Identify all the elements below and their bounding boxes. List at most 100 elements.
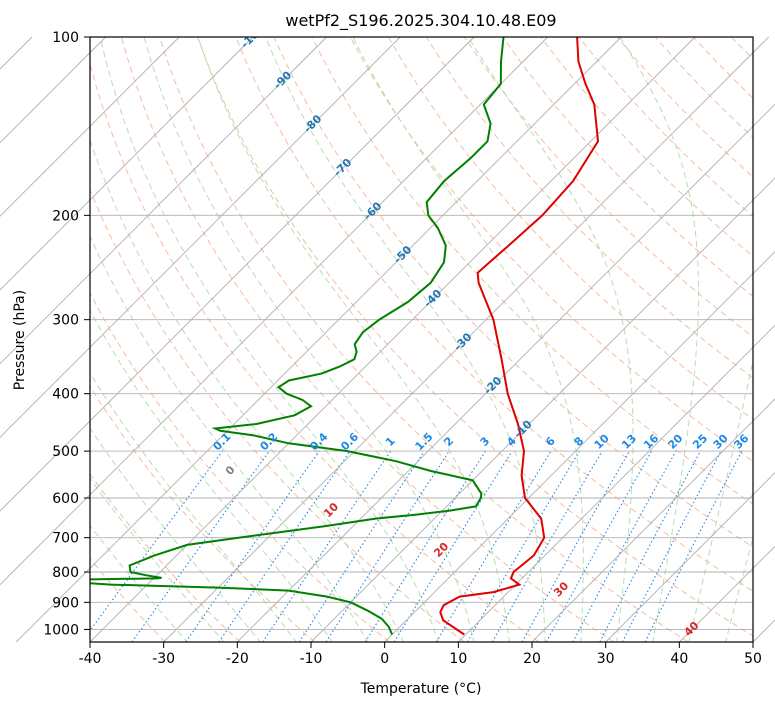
mixing-ratio-label: 0.2 [257,430,280,453]
moist-adiabat [90,524,188,642]
mixing-ratio-label: 1.5 [413,430,436,453]
mixing-ratio-label: 0.4 [307,430,330,453]
moist-adiabat [90,235,369,642]
x-axis: -40 -30 -20 -10 0 10 20 30 40 50 [79,642,762,667]
mixing-ratio-line [572,450,677,642]
adiabat-label: 20 [431,540,451,560]
isotherm-line [384,251,775,643]
dewpoint-line [90,37,505,635]
mixing-ratio-line [218,450,351,642]
mixing-ratio-line [545,450,653,642]
isotherm-line [0,36,401,438]
isotherm-line [89,36,696,643]
chart-title: wetPf2_S196.2025.304.10.48.E09 [285,11,556,31]
dry-adiabat [235,37,753,592]
isotherm-label: -70 [331,156,354,179]
y-axis: 100 200 300 400 500 600 700 800 900 1000 [43,30,90,638]
dry-adiabat [387,37,753,420]
isotherm-line [0,36,254,291]
mixing-ratio-line [298,450,425,642]
isotherm-line [0,36,328,365]
isotherm-line [310,177,775,643]
x-tick-label: -40 [79,651,102,667]
isotherm-label: -90 [271,68,294,91]
dry-adiabat [425,37,753,379]
mixing-ratio-line [599,450,701,642]
x-tick-label: -20 [226,651,249,667]
mixing-ratio-label: 30 [711,431,731,451]
dry-adiabat [273,37,753,548]
x-axis-title: Temperature (°C) [360,681,482,697]
y-tick-label: 800 [52,565,79,581]
mixing-ratio-label: 10 [592,431,612,451]
dry-adiabat [120,37,614,642]
x-tick-label: 10 [449,651,467,667]
moist-adiabat [197,37,510,642]
isotherm-label: -30 [451,330,474,353]
mixing-ratio-line [262,450,392,642]
moist-adiabat [90,309,333,642]
y-tick-label: 100 [52,30,79,46]
y-tick-label: 900 [52,595,79,611]
y-tick-label: 500 [52,444,79,460]
x-tick-label: 0 [380,651,389,667]
isotherm-line [15,36,622,643]
mixing-ratio-line [393,450,513,642]
y-tick-label: 700 [52,531,79,547]
dry-adiabat [90,188,465,642]
x-tick-label: -10 [300,651,323,667]
dry-adiabat [654,37,753,139]
isotherm-line [236,103,775,643]
isotherm-line [457,324,775,643]
adiabat-label: 10 [321,500,341,520]
adiabat-label: 30 [551,579,571,599]
x-tick-label: 50 [744,651,762,667]
mixing-ratio-label: 1 [383,434,398,449]
moist-adiabat [90,427,261,642]
dry-adiabat [464,37,753,338]
moist-adiabat [265,37,546,642]
x-tick-label: 40 [670,651,688,667]
isotherm-line [678,545,775,643]
adiabat-label: 40 [682,619,702,639]
y-tick-label: 400 [52,387,79,403]
moist-adiabat [725,536,753,642]
dry-adiabat [90,385,316,642]
mixing-ratio-label: 16 [641,431,661,451]
moist-adiabat [90,477,225,642]
moist-adiabat [90,371,297,642]
moist-adiabat [90,138,404,642]
mixing-ratio-label: 2 [442,434,457,449]
mixing-ratio-label: 20 [665,431,685,451]
moist-adiabat [688,358,753,642]
isotherm-line [605,472,775,643]
dry-adiabat [159,37,689,642]
x-tick-label: 20 [523,651,541,667]
isotherm-line [531,398,775,643]
mixing-ratio-line [185,450,320,642]
dry-adiabat [90,292,390,642]
mixing-ratio-line [90,450,223,632]
plot-frame [89,36,754,643]
y-tick-label: 600 [52,491,79,507]
mixing-ratio-label: 25 [690,432,710,452]
dry-adiabat [311,37,753,505]
isotherm-line [0,36,549,586]
mixing-ratio-line [131,450,270,642]
mixing-ratio-label: 6 [543,434,558,449]
dry-adiabat [90,473,241,642]
sounding-series [90,37,600,636]
isotherm-label: -40 [421,287,444,310]
temperature-line [439,37,600,636]
dry-adiabat [349,37,753,462]
isotherm-label: -80 [301,112,324,135]
moist-adiabat [99,37,440,642]
isotherm-line [163,36,770,643]
mixing-ratio-label: 13 [619,432,639,452]
isotherm-line [0,36,475,512]
dry-adiabat [692,37,753,99]
isotherm-label: -50 [391,243,414,266]
dry-adiabat [502,37,753,298]
dry-adiabat [578,37,753,218]
